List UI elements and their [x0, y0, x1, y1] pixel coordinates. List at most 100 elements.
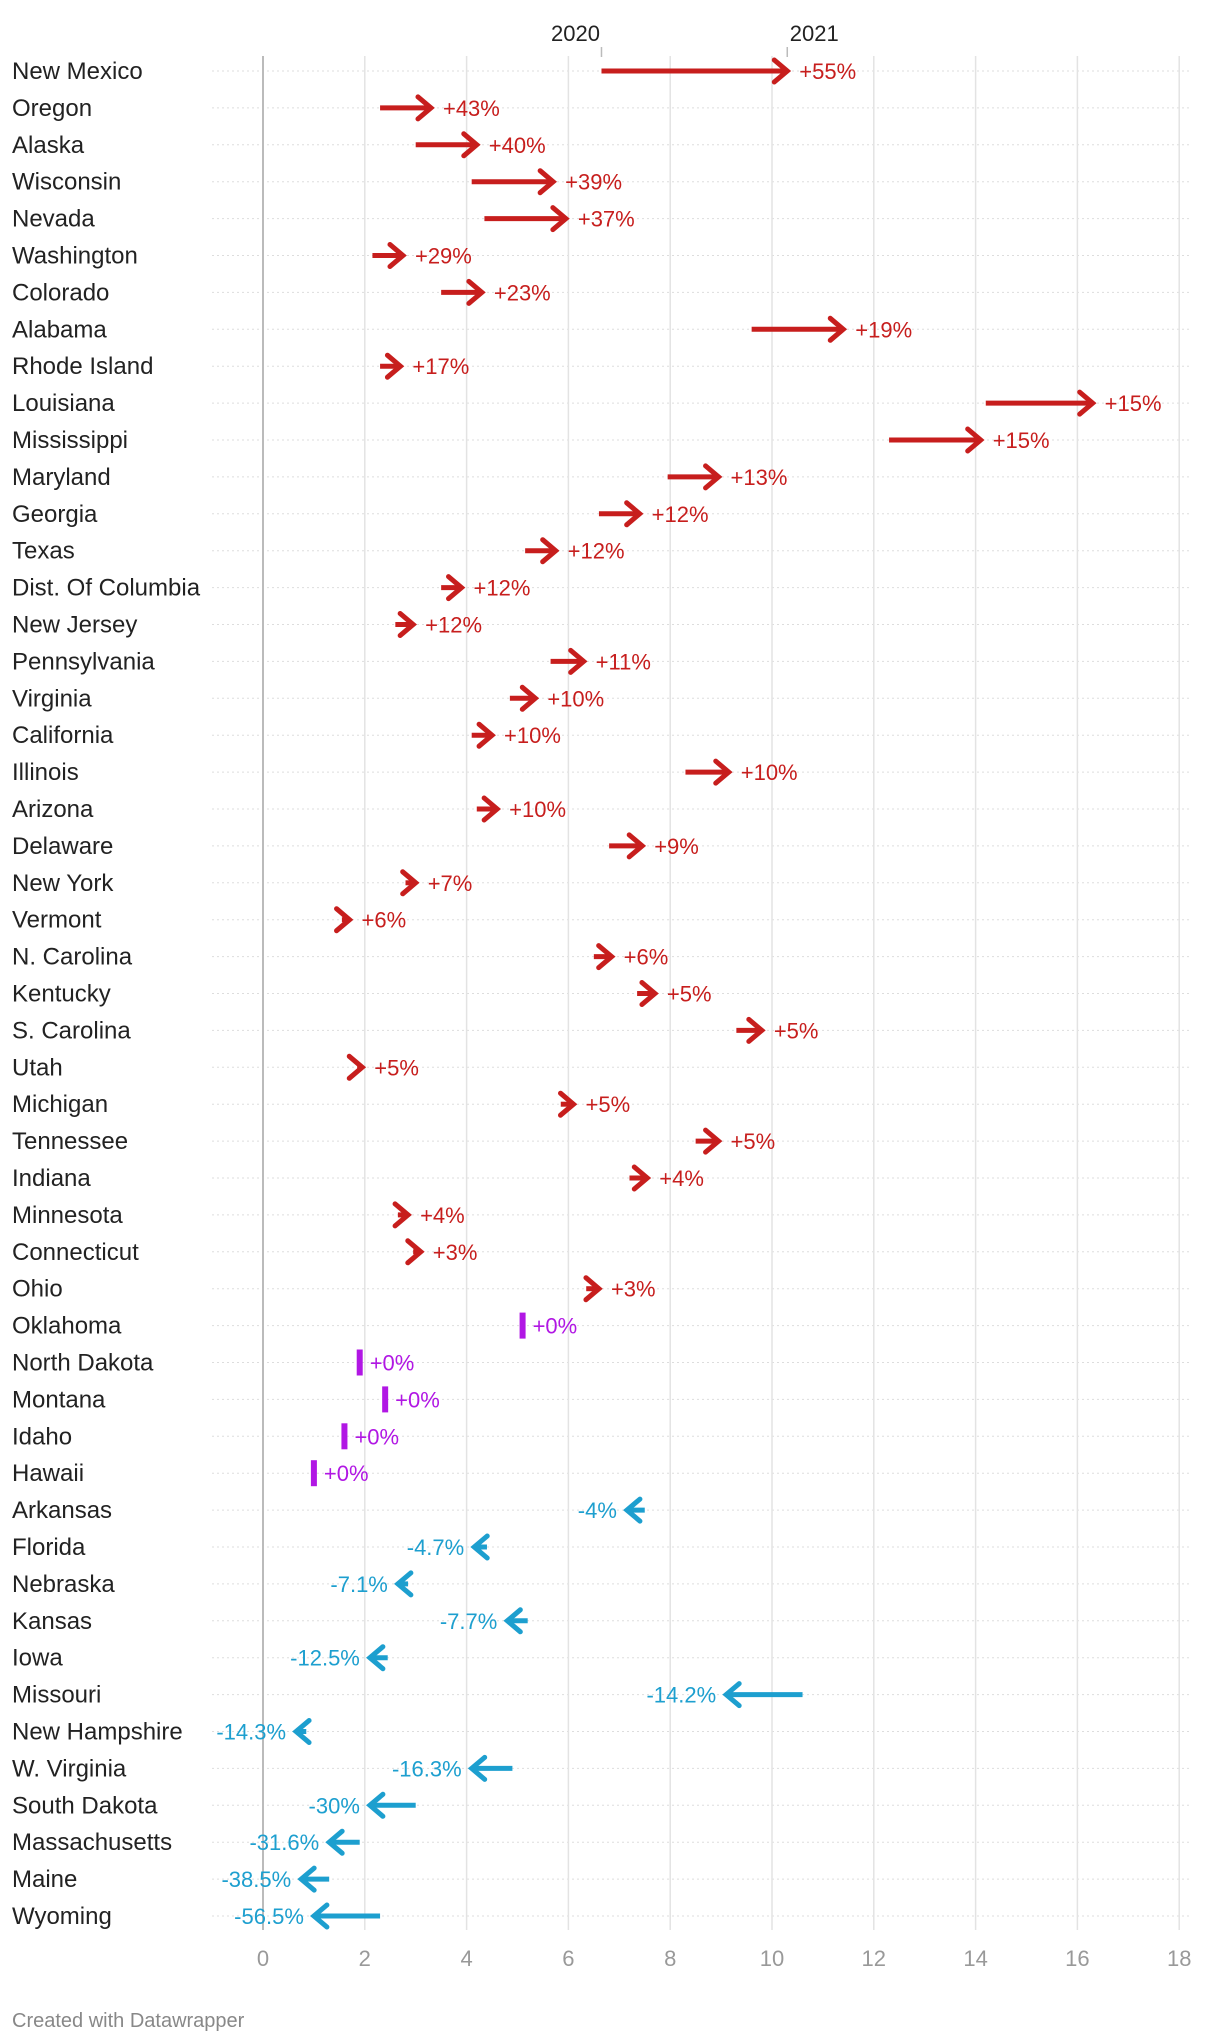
change-label: +5% [774, 1018, 819, 1043]
state-row: Louisiana +15% [12, 389, 1162, 417]
state-name: New York [12, 870, 114, 897]
state-row: Dist. Of Columbia +12% [12, 574, 530, 602]
state-name: Dist. Of Columbia [12, 575, 201, 602]
change-label: +5% [585, 1092, 630, 1117]
change-label: +10% [509, 797, 566, 822]
change-arrow-head [446, 574, 466, 602]
change-arrow-head [626, 832, 647, 860]
change-arrow-head [1077, 389, 1097, 417]
state-name: Colorado [12, 279, 109, 306]
state-name: Montana [12, 1386, 106, 1413]
state-name: Mississippi [12, 427, 128, 454]
state-name: California [12, 722, 114, 749]
state-name: N. Carolina [12, 944, 133, 971]
state-name: Hawaii [12, 1460, 84, 1487]
state-row: Iowa -12.5% [12, 1644, 388, 1672]
change-label: +12% [425, 613, 482, 638]
state-row: New Jersey +12% [12, 611, 482, 639]
state-name: Wisconsin [12, 169, 121, 196]
no-change-mark [382, 1386, 389, 1413]
change-label: +43% [443, 96, 500, 121]
change-arrow-head [394, 1570, 414, 1598]
state-name: Arkansas [12, 1497, 112, 1524]
state-name: Virginia [12, 685, 92, 712]
change-arrow-head [583, 1275, 603, 1303]
x-tick-label: 4 [460, 1946, 472, 1971]
state-row: Colorado +23% [12, 278, 551, 306]
state-name: Washington [12, 243, 138, 270]
change-arrow-head [415, 94, 435, 122]
change-arrow-head [703, 1127, 723, 1155]
state-name: Kentucky [12, 981, 111, 1008]
state-name: Utah [12, 1054, 63, 1081]
x-tick-label: 6 [562, 1946, 574, 1971]
state-row: Oregon +43% [12, 94, 500, 122]
change-label: -16.3% [392, 1756, 462, 1781]
state-name: Alaska [12, 132, 85, 159]
state-name: South Dakota [12, 1792, 158, 1819]
change-arrow-head [387, 242, 407, 269]
state-row: Maryland +13% [12, 463, 787, 491]
state-row: Texas +12% [12, 537, 625, 565]
change-label: +15% [1105, 391, 1162, 416]
state-row: Idaho +0% [12, 1423, 399, 1450]
x-tick-label: 2 [359, 1946, 371, 1971]
state-row: Minnesota +4% [12, 1201, 465, 1229]
state-name: Oregon [12, 95, 92, 122]
change-arrow-head [557, 1090, 578, 1118]
state-name: Pennsylvania [12, 648, 155, 675]
change-label: -56.5% [234, 1904, 304, 1929]
state-row: Utah +5% [12, 1053, 419, 1081]
state-name: Maryland [12, 464, 111, 491]
change-label: -4% [578, 1498, 617, 1523]
chart-rows: New Mexico +55% Oregon +43% Alaska +40% Wiscon… [12, 57, 1162, 1930]
state-name: Illinois [12, 759, 79, 786]
change-label: +12% [652, 502, 709, 527]
state-name: S. Carolina [12, 1017, 131, 1044]
state-row: South Dakota -30% [12, 1791, 416, 1819]
change-arrow-head [703, 463, 723, 491]
change-arrow-head [568, 647, 588, 675]
change-arrow-head [400, 869, 420, 897]
no-change-mark [519, 1312, 526, 1339]
state-name: Delaware [12, 833, 113, 860]
state-name: Wyoming [12, 1903, 112, 1930]
change-arrow-head [405, 1238, 425, 1266]
change-arrow-head [746, 1016, 766, 1044]
state-name: Arizona [12, 796, 94, 823]
state-name: Iowa [12, 1645, 63, 1672]
state-row: North Dakota +0% [12, 1349, 414, 1377]
change-arrow-head [292, 1718, 312, 1745]
change-label: +10% [504, 723, 561, 748]
state-row: Delaware +9% [12, 832, 699, 860]
change-arrow-head [503, 1607, 523, 1635]
state-row: Missouri -14.2% [12, 1681, 803, 1709]
change-label: -14.2% [646, 1683, 716, 1708]
state-row: Maine -38.5% [12, 1865, 330, 1893]
change-arrow-head [467, 1754, 488, 1782]
change-arrow-head [481, 795, 502, 823]
change-label: -31.6% [249, 1830, 319, 1855]
state-row: Tennessee +5% [12, 1127, 775, 1155]
state-name: Florida [12, 1534, 86, 1561]
change-label: +11% [596, 649, 651, 674]
state-row: New Hampshire -14.3% [12, 1718, 312, 1746]
change-label: +55% [799, 59, 856, 84]
change-arrow-head [596, 943, 616, 971]
state-name: New Jersey [12, 612, 137, 639]
change-arrow-head [623, 1496, 643, 1524]
x-tick-label: 14 [963, 1946, 987, 1971]
change-label: -12.5% [290, 1646, 360, 1671]
state-row: Ohio +3% [12, 1275, 656, 1303]
change-arrow-head [631, 1164, 652, 1192]
state-row: N. Carolina +6% [12, 943, 668, 971]
state-name: Louisiana [12, 390, 115, 417]
state-name: New Mexico [12, 58, 143, 85]
change-label: +12% [568, 539, 625, 564]
change-arrow-head [461, 131, 481, 159]
state-row: Hawaii +0% [12, 1460, 369, 1487]
state-row: Massachusetts -31.6% [12, 1828, 360, 1856]
change-arrow-head [297, 1865, 317, 1893]
state-row: Indiana +4% [12, 1164, 704, 1192]
change-label: +29% [415, 244, 472, 269]
